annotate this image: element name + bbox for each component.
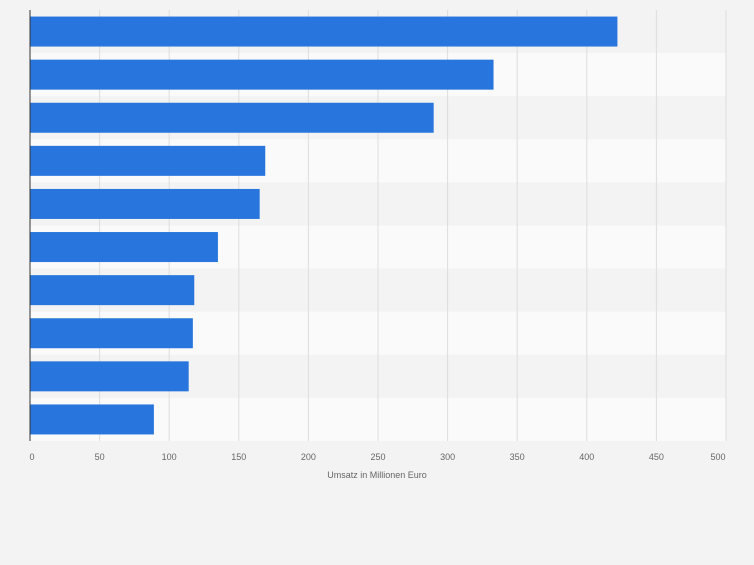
- bar[interactable]: [30, 145, 266, 176]
- bar[interactable]: [30, 188, 260, 219]
- bar[interactable]: [30, 318, 193, 349]
- x-tick-label: 250: [370, 452, 385, 462]
- bars: [30, 16, 618, 435]
- x-tick-label: 350: [510, 452, 525, 462]
- bar[interactable]: [30, 404, 154, 435]
- bar[interactable]: [30, 275, 195, 306]
- bar[interactable]: [30, 16, 618, 47]
- bar[interactable]: [30, 59, 494, 90]
- x-tick-label: 300: [440, 452, 455, 462]
- x-tick-label: 500: [710, 452, 725, 462]
- x-tick-label: 0: [29, 452, 34, 462]
- bar[interactable]: [30, 361, 189, 392]
- bar[interactable]: [30, 102, 434, 133]
- x-tick-label: 50: [95, 452, 105, 462]
- x-tick-label: 150: [231, 452, 246, 462]
- bar[interactable]: [30, 232, 218, 263]
- x-tick-label: 450: [649, 452, 664, 462]
- x-tick-label: 100: [162, 452, 177, 462]
- x-axis-label: Umsatz in Millionen Euro: [327, 470, 427, 480]
- x-tick-label: 200: [301, 452, 316, 462]
- x-axis-ticks: 0 50 100 150 200 250 300 350 400 450 500: [29, 452, 725, 462]
- x-tick-label: 400: [579, 452, 594, 462]
